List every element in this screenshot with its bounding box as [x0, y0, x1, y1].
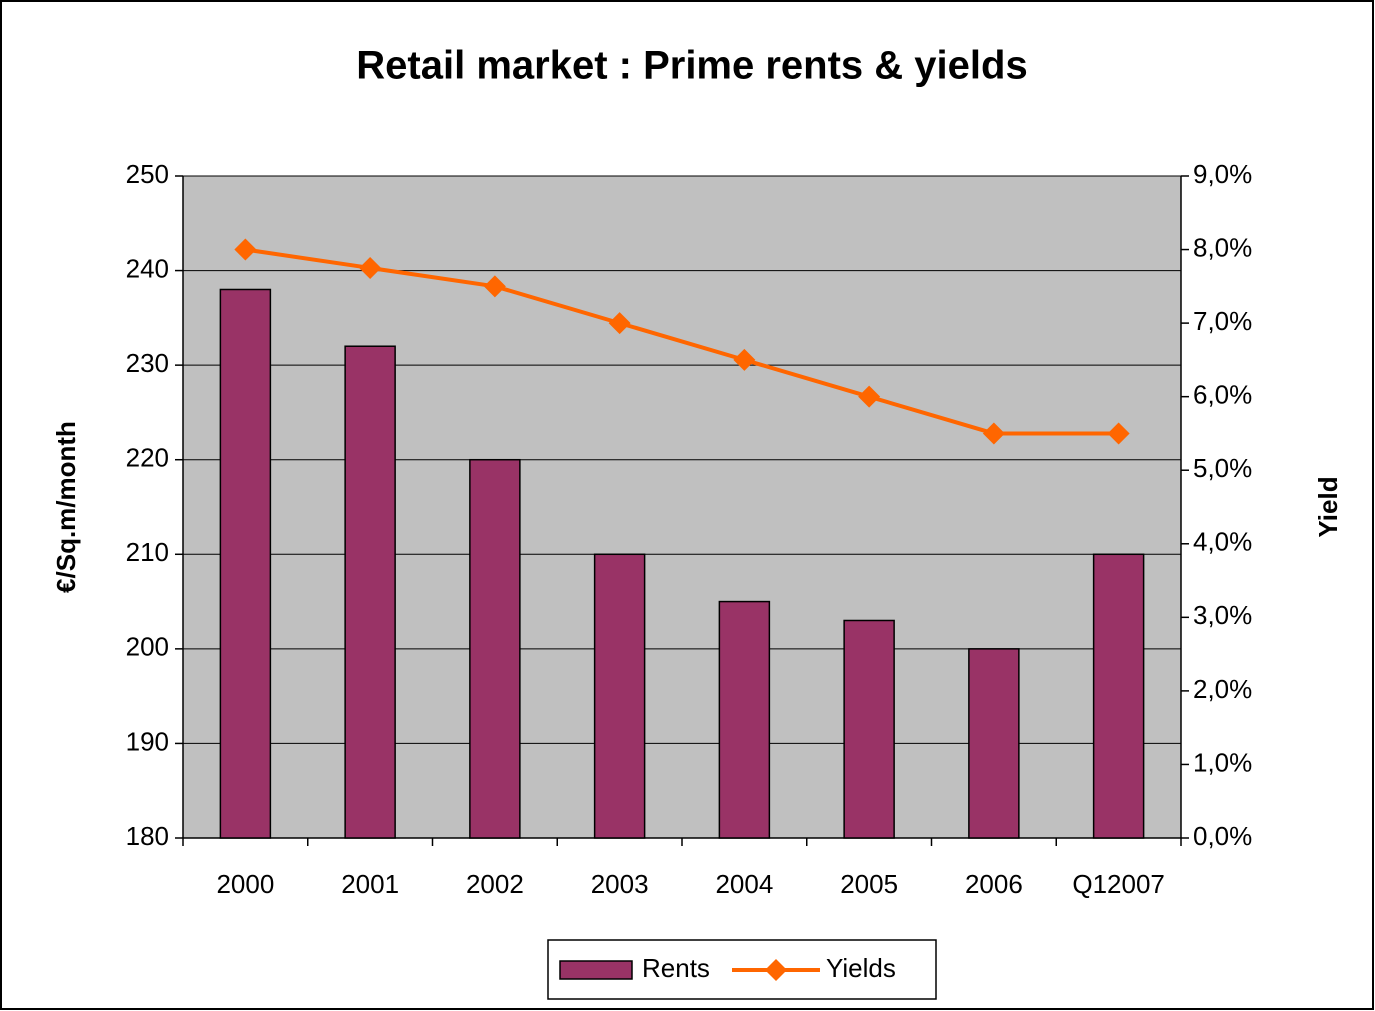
- marker: [234, 238, 257, 261]
- marker: [858, 385, 881, 408]
- marker: [359, 256, 382, 279]
- marker: [733, 348, 756, 371]
- marker: [1107, 422, 1130, 445]
- y2-tick-label: 2,0%: [1193, 674, 1252, 704]
- bar: [718, 600, 771, 839]
- marker: [982, 422, 1005, 445]
- y-tick-label: 220: [126, 443, 169, 473]
- y2-axis-title: Yield: [1313, 476, 1343, 537]
- legend-swatch: [559, 960, 633, 980]
- line: [245, 247, 1119, 436]
- x-tick-label: 2005: [840, 869, 898, 899]
- y2-tick-label: 0,0%: [1193, 821, 1252, 851]
- x-tick-label: 2004: [715, 869, 773, 899]
- y-tick-label: 230: [126, 348, 169, 378]
- marker: [608, 312, 631, 335]
- plot-area: [182, 175, 1182, 839]
- bar: [1092, 553, 1145, 839]
- y2-tick-label: 3,0%: [1193, 600, 1252, 630]
- y2-tick-label: 7,0%: [1193, 306, 1252, 336]
- bar: [469, 458, 521, 839]
- legend-label: Yields: [826, 953, 896, 983]
- y2-tick-label: 6,0%: [1193, 380, 1252, 410]
- y-axis-title: €/Sq.m/month: [51, 421, 81, 593]
- y-tick-label: 200: [126, 632, 169, 662]
- y-tick-label: 190: [126, 726, 169, 756]
- bar: [968, 648, 1020, 839]
- y-tick-label: 250: [126, 159, 169, 189]
- bar: [843, 619, 895, 839]
- x-tick-label: 2002: [466, 869, 524, 899]
- x-tick-label: 2003: [591, 869, 649, 899]
- marker: [483, 275, 506, 298]
- y2-tick-label: 8,0%: [1193, 232, 1252, 262]
- y2-tick-label: 5,0%: [1193, 453, 1252, 483]
- y-tick-label: 240: [126, 253, 169, 283]
- y2-tick-label: 9,0%: [1193, 159, 1252, 189]
- y2-tick-label: 4,0%: [1193, 527, 1252, 557]
- x-tick-label: 2006: [965, 869, 1023, 899]
- bar: [344, 345, 396, 839]
- y-tick-label: 210: [126, 537, 169, 567]
- legend-label: Rents: [642, 953, 710, 983]
- y2-tick-label: 1,0%: [1193, 747, 1252, 777]
- chart-title: Retail market : Prime rents & yields: [356, 44, 1027, 88]
- legend-marker: [765, 959, 787, 981]
- x-tick-label: 2000: [216, 869, 274, 899]
- x-tick-label: 2001: [341, 869, 399, 899]
- y-tick-label: 180: [126, 821, 169, 851]
- x-tick-label: Q12007: [1072, 869, 1165, 899]
- bar: [219, 288, 272, 839]
- bar: [593, 553, 646, 839]
